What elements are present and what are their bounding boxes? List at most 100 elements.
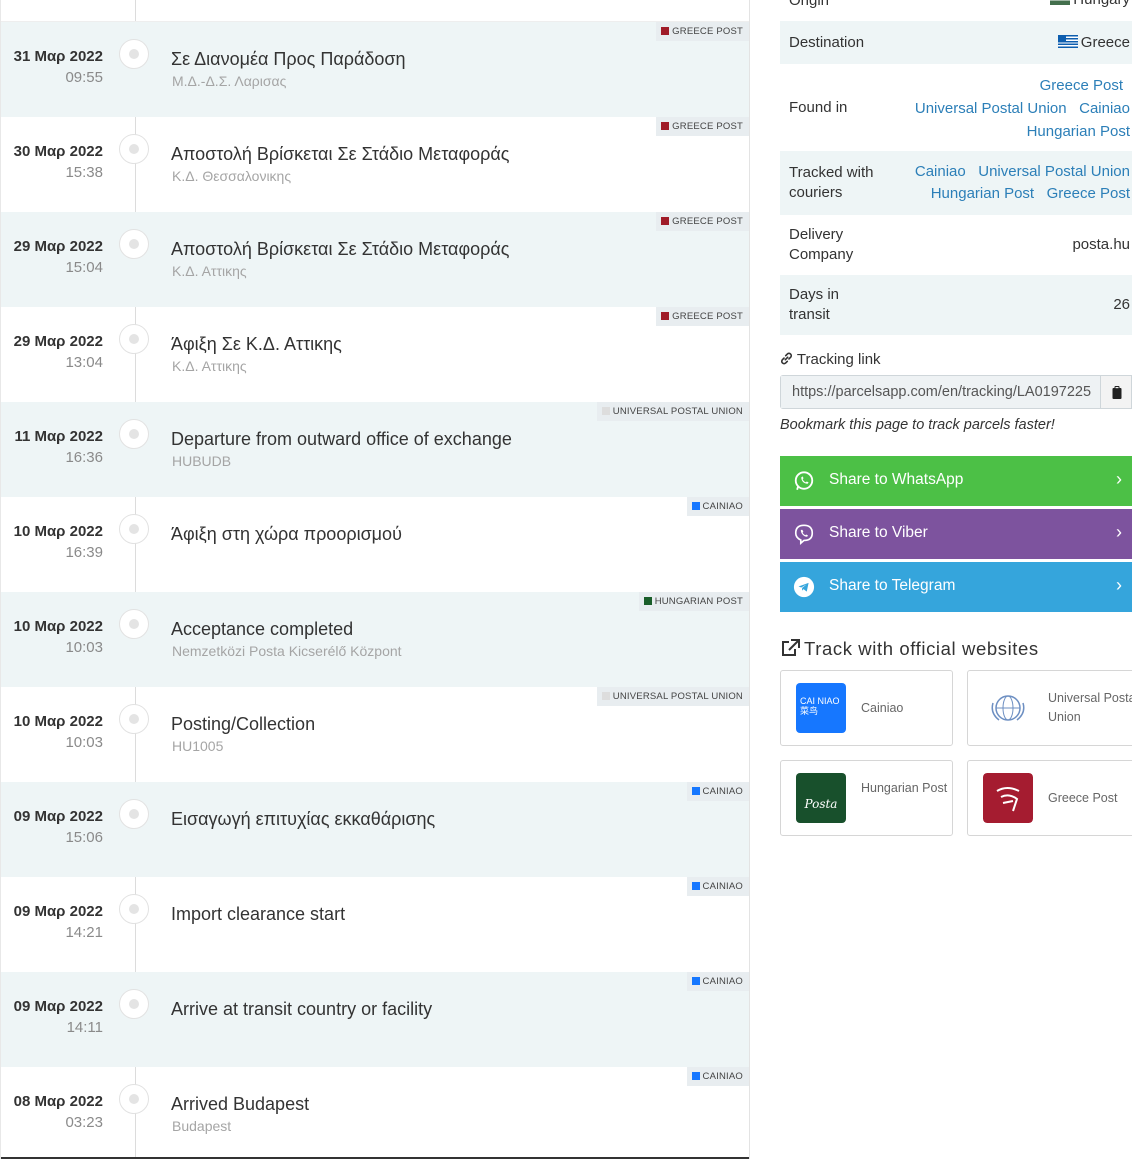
- courier-badge: UNIVERSAL POSTAL UNION: [596, 402, 749, 421]
- event-status: Arrived Budapest: [171, 1094, 310, 1114]
- greece-post-icon: [661, 217, 670, 225]
- cainiao-icon: [691, 1072, 700, 1080]
- event-date: 29 Μαρ 2022: [13, 238, 103, 255]
- event-status: Σε Διανομέα Προς Παράδοση: [171, 49, 406, 69]
- event-date: 08 Μαρ 2022: [13, 1093, 103, 1110]
- upu-icon: [601, 692, 610, 700]
- event-status: Arrive at transit country or facility: [171, 999, 433, 1019]
- timeline-event: 29 Μαρ 2022 15:04 Αποστολή Βρίσκεται Σε …: [1, 212, 749, 307]
- official-websites-heading: Track with official websites: [780, 638, 1039, 660]
- delivery-company-row: Delivery Company posta.hu: [780, 215, 1132, 275]
- cainiao-icon: [691, 787, 700, 795]
- tracked-link-greece-post[interactable]: Greece Post: [1046, 185, 1130, 202]
- event-time: 10:03: [65, 639, 103, 656]
- timeline-event: 10 Μαρ 2022 10:03 Posting/Collection HU1…: [1, 687, 749, 782]
- greece-post-icon: [661, 27, 670, 35]
- courier-badge: CAINIAO: [686, 497, 749, 516]
- event-time: 10:03: [65, 734, 103, 751]
- event-location: HUBUDB: [172, 453, 232, 469]
- event-time: 03:23: [65, 1114, 103, 1131]
- days-in-transit-label: Days in transit: [789, 286, 840, 323]
- event-date: 09 Μαρ 2022: [13, 808, 103, 825]
- timeline-event: 29 Μαρ 2022 13:04 Άφιξη Σε Κ.Δ. Αττικης …: [1, 307, 749, 402]
- official-card-hungarian-post[interactable]: Posta Hungarian Post: [780, 760, 953, 836]
- courier-badge: GREECE POST: [656, 22, 749, 41]
- shipment-info-panel: Origin Hungary Destination Greece Found …: [780, 0, 1132, 836]
- timeline-dot: [119, 704, 149, 734]
- tracked-link-upu[interactable]: Universal Postal Union: [978, 163, 1130, 180]
- event-status: Posting/Collection: [171, 714, 316, 734]
- origin-value: Hungary: [1073, 0, 1130, 8]
- greece-post-icon: [661, 312, 670, 320]
- tracked-link-cainiao[interactable]: Cainiao: [914, 163, 966, 180]
- days-in-transit-value: 26: [1113, 296, 1130, 313]
- event-time: 15:38: [65, 164, 103, 181]
- event-status: Acceptance completed: [171, 619, 354, 639]
- event-date: 09 Μαρ 2022: [13, 998, 103, 1015]
- event-status: Άφιξη στη χώρα προορισμού: [171, 524, 402, 544]
- clipboard-icon: [1112, 386, 1122, 399]
- event-time: 15:06: [65, 829, 103, 846]
- external-link-icon: [782, 639, 800, 656]
- timeline-event: 09 Μαρ 2022 14:21 Import clearance start…: [1, 877, 749, 972]
- greece-post-logo: [983, 773, 1033, 823]
- timeline-line: [135, 0, 136, 1159]
- found-in-link-greece-post[interactable]: Greece Post: [1039, 77, 1123, 94]
- timeline-dot: [119, 229, 149, 259]
- event-status: Άφιξη Σε Κ.Δ. Αττικης: [171, 334, 342, 354]
- found-in-link-upu[interactable]: Universal Postal Union: [914, 100, 1067, 117]
- tracked-link-hungarian-post[interactable]: Hungarian Post: [930, 185, 1035, 202]
- event-status: Departure from outward office of exchang…: [171, 429, 512, 449]
- event-location: Budapest: [172, 1118, 232, 1134]
- delivery-company-value: posta.hu: [1072, 236, 1130, 253]
- timeline-event: 31 Μαρ 2022 09:55 Σε Διανομέα Προς Παράδ…: [1, 22, 749, 117]
- event-status: Αποστολή Βρίσκεται Σε Στάδιο Μεταφοράς: [171, 239, 510, 259]
- event-date: 29 Μαρ 2022: [13, 333, 103, 350]
- telegram-icon: [793, 576, 815, 598]
- share-telegram-button[interactable]: Share to Telegram ›: [780, 562, 1132, 612]
- event-status: Αποστολή Βρίσκεται Σε Στάδιο Μεταφοράς: [171, 144, 510, 164]
- tracked-with-row: Tracked with couriers Cainiao Universal …: [780, 151, 1132, 215]
- courier-badge: GREECE POST: [656, 307, 749, 326]
- found-in-link-hungarian-post[interactable]: Hungarian Post: [1026, 123, 1130, 140]
- event-date: 30 Μαρ 2022: [13, 143, 103, 160]
- official-card-upu[interactable]: Universal Postal Union: [967, 670, 1132, 746]
- viber-icon: [794, 524, 814, 545]
- delivery-company-label: Delivery Company: [789, 226, 854, 263]
- timeline-dot: [119, 1084, 149, 1114]
- courier-badge: HUNGARIAN POST: [638, 592, 749, 611]
- share-whatsapp-button[interactable]: Share to WhatsApp ›: [780, 456, 1132, 506]
- event-location: Κ.Δ. Θεσσαλονικης: [172, 168, 292, 184]
- tracked-with-label: Tracked with couriers: [789, 164, 874, 201]
- found-in-link-cainiao[interactable]: Cainiao: [1079, 100, 1130, 117]
- copy-link-button[interactable]: [1100, 376, 1131, 408]
- event-location: Μ.Δ.-Δ.Σ. Λαρισας: [172, 73, 287, 89]
- chevron-right-icon: ›: [1116, 522, 1122, 542]
- timeline-event: 09 Μαρ 2022 15:06 Εισαγωγή επιτυχίας εκκ…: [1, 782, 749, 877]
- event-time: 13:04: [65, 354, 103, 371]
- event-location: Κ.Δ. Αττικης: [172, 358, 247, 374]
- courier-badge: GREECE POST: [656, 117, 749, 136]
- destination-row: Destination Greece: [780, 21, 1132, 64]
- event-date: 31 Μαρ 2022: [13, 48, 103, 65]
- share-whatsapp-label: Share to WhatsApp: [829, 471, 964, 488]
- timeline-event: 09 Μαρ 2022 14:11 Arrive at transit coun…: [1, 972, 749, 1067]
- timeline-dot: [119, 609, 149, 639]
- official-card-greece-post[interactable]: Greece Post: [967, 760, 1132, 836]
- official-card-label: Greece Post: [1048, 791, 1118, 805]
- courier-badge: GREECE POST: [656, 212, 749, 231]
- timeline-dot: [119, 989, 149, 1019]
- event-date: 10 Μαρ 2022: [13, 618, 103, 635]
- share-viber-button[interactable]: Share to Viber ›: [780, 509, 1132, 559]
- destination-label: Destination: [789, 33, 865, 51]
- tracking-link-input[interactable]: [781, 376, 1102, 408]
- event-location: Nemzetközi Posta Kicserélő Központ: [172, 643, 402, 659]
- link-icon: [781, 352, 792, 365]
- official-card-cainiao[interactable]: CAI NIAO 菜鸟 Cainiao: [780, 670, 953, 746]
- share-viber-label: Share to Viber: [829, 524, 928, 541]
- days-in-transit-row: Days in transit 26: [780, 275, 1132, 335]
- whatsapp-icon: [794, 471, 814, 490]
- cainiao-icon: [691, 882, 700, 890]
- cainiao-icon: [691, 977, 700, 985]
- share-telegram-label: Share to Telegram: [829, 577, 956, 594]
